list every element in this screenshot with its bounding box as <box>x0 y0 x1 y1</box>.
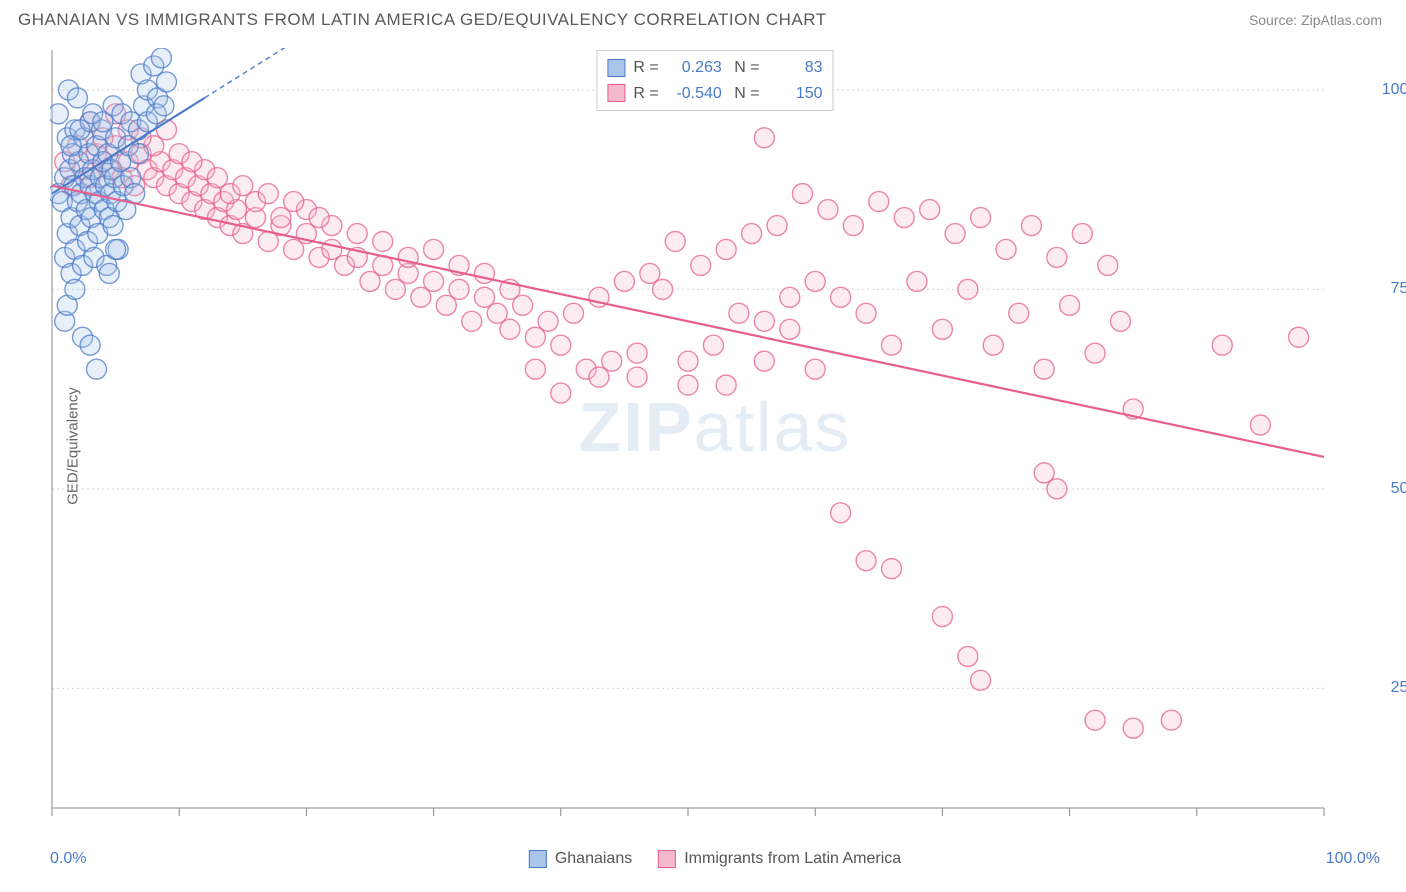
n-value-ghanaians: 83 <box>768 55 823 81</box>
chart-header: GHANAIAN VS IMMIGRANTS FROM LATIN AMERIC… <box>0 0 1406 36</box>
legend-item-ghanaians: Ghanaians <box>529 850 632 868</box>
swatch-latin-icon <box>658 850 676 868</box>
legend-label-ghanaians: Ghanaians <box>555 850 632 868</box>
source-label: Source: ZipAtlas.com <box>1249 12 1382 28</box>
chart-title: GHANAIAN VS IMMIGRANTS FROM LATIN AMERIC… <box>18 10 827 30</box>
x-tick-label: 100.0% <box>1326 850 1380 868</box>
swatch-ghanaians-icon <box>529 850 547 868</box>
x-tick-label: 0.0% <box>50 850 86 868</box>
y-tick-label: 100.0% <box>1382 81 1406 99</box>
n-value-latin: 150 <box>768 81 823 107</box>
swatch-latin <box>607 84 625 102</box>
series-legend: Ghanaians Immigrants from Latin America <box>529 850 901 868</box>
r-value-ghanaians: 0.263 <box>667 55 722 81</box>
correlation-legend: R = 0.263 N = 83 R = -0.540 N = 150 <box>596 50 833 111</box>
legend-item-latin: Immigrants from Latin America <box>658 850 901 868</box>
y-tick-label: 50.0% <box>1391 480 1406 498</box>
legend-label-latin: Immigrants from Latin America <box>684 850 901 868</box>
y-tick-label: 25.0% <box>1391 679 1406 697</box>
legend-row-ghanaians: R = 0.263 N = 83 <box>607 55 822 81</box>
swatch-ghanaians <box>607 59 625 77</box>
legend-row-latin: R = -0.540 N = 150 <box>607 81 822 107</box>
chart-svg <box>50 48 1380 838</box>
y-tick-label: 75.0% <box>1391 280 1406 298</box>
r-value-latin: -0.540 <box>667 81 722 107</box>
plot-area: ZIPatlas R = 0.263 N = 83 R = -0.540 N =… <box>50 48 1380 838</box>
